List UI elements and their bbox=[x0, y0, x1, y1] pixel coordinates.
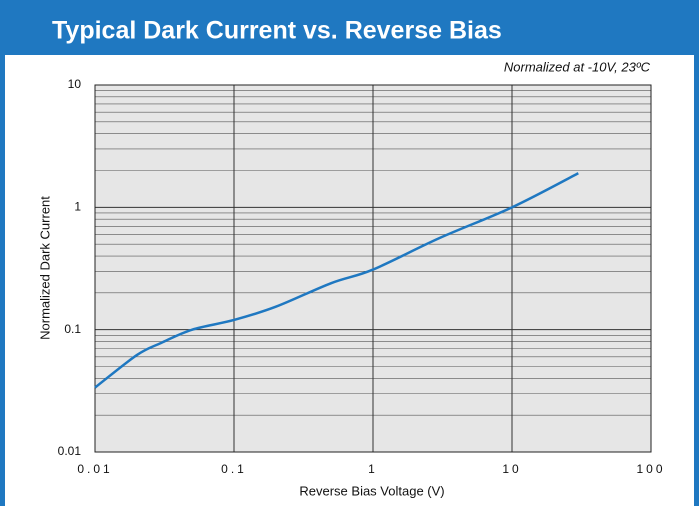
y-tick-label: 10 bbox=[68, 77, 82, 91]
x-tick-label: 10 bbox=[502, 462, 521, 476]
x-tick-label: 0.01 bbox=[77, 462, 112, 476]
x-tick-label: 0.1 bbox=[221, 462, 247, 476]
y-tick-label: 0.01 bbox=[58, 444, 82, 458]
x-tick-label: 1 bbox=[368, 462, 378, 476]
annotation: Normalized at -10V, 23ºC bbox=[504, 59, 651, 74]
chart-title: Typical Dark Current vs. Reverse Bias bbox=[52, 17, 502, 45]
line bbox=[94, 172, 579, 389]
plot-border bbox=[94, 84, 652, 453]
y-axis-label: Normalized Dark Current bbox=[37, 196, 52, 340]
x-tick-label: 100 bbox=[636, 462, 665, 476]
y-tick-label: 1 bbox=[74, 200, 81, 214]
x-axis-label: Reverse Bias Voltage (V) bbox=[299, 483, 444, 498]
y-tick-label: 0.1 bbox=[64, 322, 81, 336]
